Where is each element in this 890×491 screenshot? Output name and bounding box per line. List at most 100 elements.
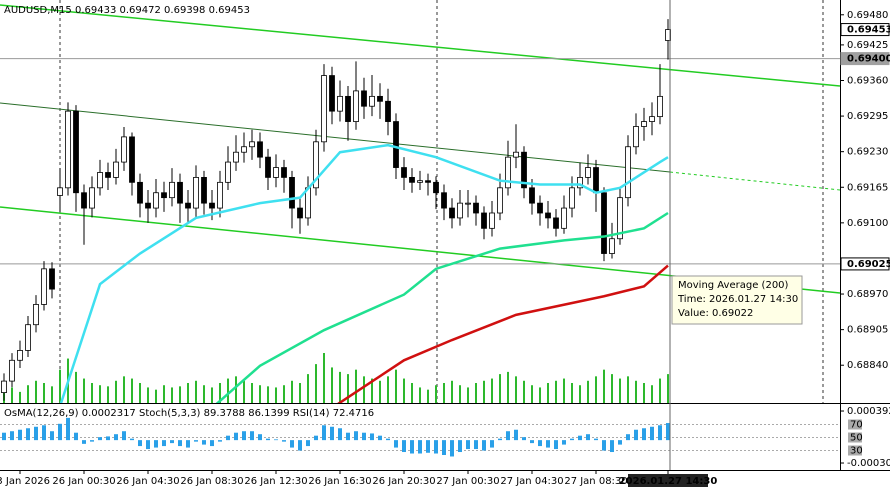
volume-bar [443,383,445,403]
volume-bar [355,369,357,403]
volume-bar [91,383,93,403]
candle-body [569,187,575,209]
candle-body [233,151,239,163]
volume-bar [555,380,557,403]
candle-body [497,187,503,214]
volume-bar [499,374,501,403]
volume-bar [259,385,261,403]
x-tick-label: 2026.01.27 14:30 [619,476,718,487]
candle-body [177,181,183,204]
volume-bar [275,387,277,403]
volume-bar [395,369,397,403]
osma-name: OsMA(12,26,9) [4,408,79,419]
trend-line [0,102,671,173]
osma-bar [554,440,558,450]
osma-bar [250,431,254,441]
osma-bar [218,440,222,442]
osma-bar [266,438,270,441]
candle-body [65,110,71,189]
candle-body [545,212,551,219]
osma-bar [402,440,406,453]
candle-body [457,202,463,219]
candle-body [401,167,407,178]
volume-bar [147,387,149,403]
candle-body [473,202,479,214]
candle-body [193,177,199,209]
osma-bar [114,434,118,441]
candle-body [409,177,415,183]
volume-bar [459,385,461,403]
rsi-name: RSI(14) [293,408,330,419]
volume-bar [187,383,189,403]
candle-body [17,350,23,361]
stoch-name: Stoch(5,3,3) [139,408,201,419]
osma-bar [434,440,438,454]
candle-body [73,110,79,194]
x-tick-label: 27 Jan 04:30 [500,476,563,487]
volume-bar [347,374,349,403]
osma-bar [442,440,446,455]
candle-body [521,151,527,189]
volume-bar [227,378,229,403]
x-tick-label: 26 Jan 12:30 [244,476,307,487]
volume-bar [43,383,45,403]
volume-bar [243,380,245,403]
level-label: 50 [850,433,863,444]
osma-bar [658,425,662,441]
volume-bar [35,380,37,403]
osma-bar [642,428,646,441]
candle-body [609,238,615,254]
tooltip-box [671,275,803,325]
osma-bar [34,426,38,441]
candle-body [585,167,591,178]
volume-bar [195,380,197,403]
osma-bar [194,440,198,442]
volume-bar [203,385,205,403]
indicator-header: OsMA(12,26,9) 0.0002317 Stoch(5,3,3) 89.… [4,408,374,419]
y-tick-label: 0.69425 [847,40,888,51]
candle-body [625,146,631,199]
osma-bar [386,438,390,441]
volume-bar [131,378,133,403]
candle-body [553,217,559,229]
candle-body [369,95,375,107]
candle-body [225,161,231,183]
moving-average [59,143,669,403]
osma-bar [162,440,166,447]
osma-bar [346,432,350,441]
volume-bar [51,386,53,403]
tooltip: Moving Average (200) Time: 2026.01.27 14… [671,275,803,325]
osma-bar [602,440,606,451]
y-tick-label: 0.69480 [847,10,888,21]
symbol: AUDUSD,M15 [4,5,72,16]
osma-bar [394,440,398,448]
stoch-main: 89.3788 [204,408,245,419]
osma-bar [506,431,510,441]
osma-bar [562,440,566,445]
osma-bar [594,438,598,441]
candle-body [345,95,351,122]
y-tick-label: 0.68840 [847,360,888,371]
volume-bar [219,383,221,403]
osma-bar [170,440,174,444]
candle-body [329,75,335,112]
candle-body [153,192,159,209]
volume-bar [19,391,21,403]
osma-bar [410,440,414,454]
candle-body [25,324,31,351]
price-label: 0.69400 [847,54,890,65]
osma-bar [290,440,294,448]
trend-line [0,4,840,87]
candle-body [561,207,567,229]
candle-body [145,202,151,209]
price-label-box [840,257,890,271]
osma-bar [274,439,278,441]
volume-bar [211,387,213,403]
volume-bar [99,385,101,403]
candle-body [377,95,383,102]
candle-body [465,202,471,205]
y-tick-label: 0.69100 [847,218,888,229]
candle-body [449,207,455,219]
candle-body [441,192,447,209]
